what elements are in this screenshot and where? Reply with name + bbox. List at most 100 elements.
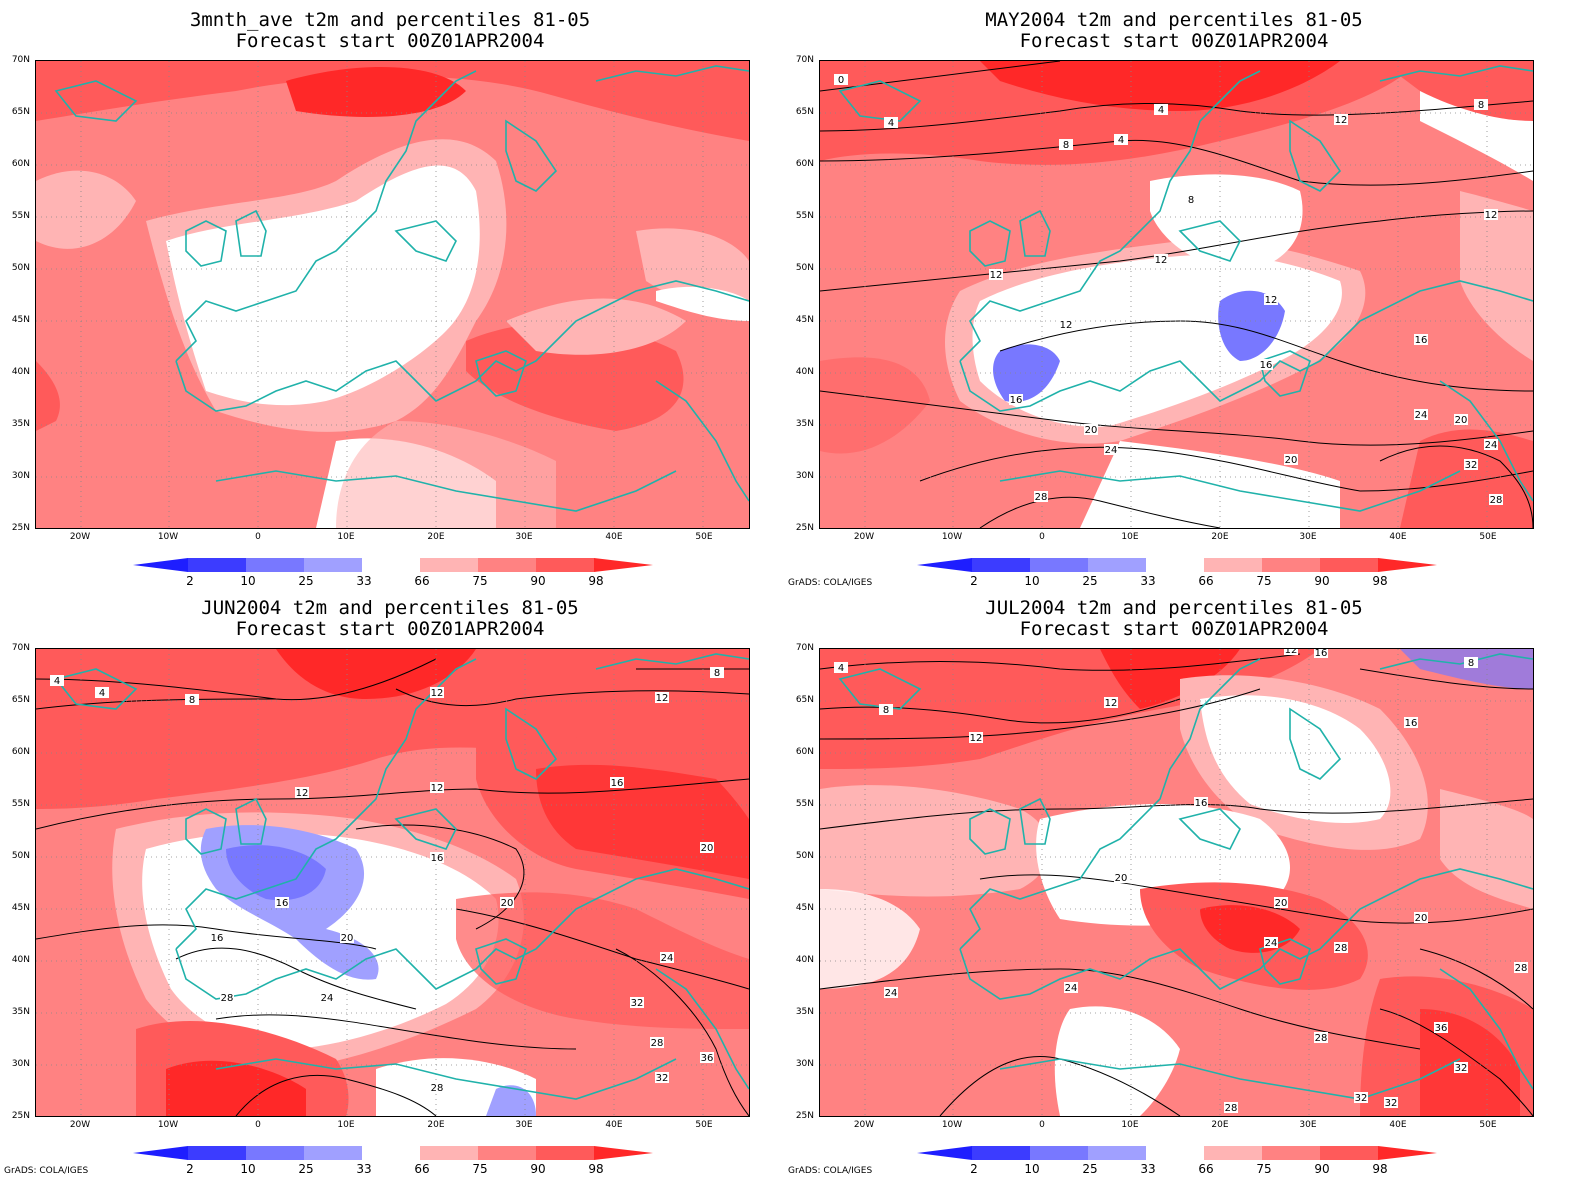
lat-label: 65N <box>795 107 814 117</box>
lat-label: 40N <box>795 955 814 965</box>
contour-label: 12 <box>1265 295 1278 306</box>
percentile-shading-map: 0 4 4 4 8 8 8 12 12 12 12 12 12 16 16 16 20 20 20 24 24 24 28 2… <box>820 61 1533 528</box>
lon-label: 30E <box>515 532 533 542</box>
colorbar-label: 2 <box>186 1162 194 1176</box>
contour-label-bg <box>710 667 724 678</box>
coastline <box>54 65 749 512</box>
lat-label: 40N <box>795 367 814 377</box>
contour-label: 16 <box>1260 360 1273 371</box>
lon-label: 20E <box>1211 1120 1229 1130</box>
lon-label: 50E <box>1479 532 1497 542</box>
contour-label-bg <box>655 692 669 703</box>
contour-label: 24 <box>1105 445 1118 456</box>
lat-label: 25N <box>795 1111 814 1121</box>
contour-label: 8 <box>1188 195 1194 206</box>
contour-label-bg <box>220 992 234 1003</box>
contour-label-bg <box>1464 459 1478 470</box>
colorbar-label: 10 <box>1024 574 1040 588</box>
map-plot-area: 0 4 4 4 8 8 8 12 12 12 12 12 12 16 16 16 20 20 20 24 24 24 28 2… <box>819 60 1534 529</box>
lon-label: 0 <box>1039 1120 1045 1130</box>
colorbar-label: 2 <box>186 574 194 588</box>
contour-label-bg <box>210 932 224 943</box>
contour-label: 20 <box>501 898 514 909</box>
lat-label: 30N <box>795 471 814 481</box>
contour-label: 8 <box>1468 658 1474 669</box>
lat-label: 60N <box>795 159 814 169</box>
contour-label-bg <box>1194 797 1208 808</box>
contour-label-bg <box>95 687 109 698</box>
panel-title-line1: 3mnth_ave t2m and percentiles 81-05 <box>189 9 591 31</box>
contour-label: 16 <box>1315 649 1328 659</box>
lat-label: 55N <box>11 211 30 221</box>
contour-label-bg <box>1104 444 1118 455</box>
contour-label-bg <box>1404 717 1418 728</box>
coastline <box>54 653 749 1100</box>
contour-label-bg <box>430 852 444 863</box>
lat-label: 45N <box>11 315 30 325</box>
lat-label: 35N <box>795 419 814 429</box>
contour-label: 28 <box>1315 1033 1328 1044</box>
contour-label-bg <box>1334 114 1348 125</box>
panel-title-line2: Forecast start 00Z01APR2004 <box>235 30 545 52</box>
contour-label-bg <box>430 687 444 698</box>
colorbar <box>917 558 1437 572</box>
contour-label: 4 <box>888 118 894 129</box>
lat-label: 45N <box>11 903 30 913</box>
contour-label: 32 <box>1355 1093 1368 1104</box>
lon-label: 10W <box>157 1120 179 1130</box>
lat-label: 65N <box>795 695 814 705</box>
colorbar-label: 25 <box>298 574 314 588</box>
lat-label: 50N <box>11 851 30 861</box>
colorbar-label: 98 <box>1372 1162 1388 1176</box>
contour-label-bg <box>834 74 848 85</box>
contour-label: 24 <box>1265 938 1278 949</box>
colorbar-label: 33 <box>1140 1162 1156 1176</box>
colorbar-label: 2 <box>970 574 978 588</box>
colorbar-label: 75 <box>1256 574 1272 588</box>
colorbar-label: 75 <box>1256 1162 1272 1176</box>
contour-label: 16 <box>276 898 289 909</box>
colorbar-label: 25 <box>1082 574 1098 588</box>
contour-label-bg <box>884 117 898 128</box>
contour-label-bg <box>1454 414 1468 425</box>
contour-label: 4 <box>54 676 60 687</box>
lat-label: 45N <box>795 903 814 913</box>
contour-label: 16 <box>1415 335 1428 346</box>
lon-label: 50E <box>695 532 713 542</box>
contour-label: 16 <box>431 853 444 864</box>
lon-label: 20E <box>1211 532 1229 542</box>
contour-label-bg <box>1034 491 1048 502</box>
contour-label: 12 <box>970 733 983 744</box>
colorbar-label: 2 <box>970 1162 978 1176</box>
contour-label-bg <box>1284 649 1298 655</box>
contour-label-bg <box>1464 657 1478 668</box>
contour-label-bg <box>1224 1102 1238 1113</box>
lon-label: 30E <box>515 1120 533 1130</box>
contour-label-bg <box>50 675 64 686</box>
contour-label-bg <box>1334 942 1348 953</box>
contour-label-bg <box>1259 359 1273 370</box>
contour-label: 12 <box>296 788 309 799</box>
contour-label-bg <box>1154 254 1168 265</box>
contour-label: 28 <box>1515 963 1528 974</box>
contour-label-bg <box>1064 982 1078 993</box>
lon-label: 20E <box>427 1120 445 1130</box>
contour-label: 8 <box>189 695 195 706</box>
colorbar-label: 33 <box>356 1162 372 1176</box>
contour-label-bg <box>1114 872 1128 883</box>
contour-label: 32 <box>656 1073 669 1084</box>
contour-label-bg <box>879 704 893 715</box>
contour-label-bg <box>700 842 714 853</box>
contour-label: 20 <box>1085 425 1098 436</box>
contour-label-bg <box>1009 394 1023 405</box>
lat-label: 35N <box>11 419 30 429</box>
contour-label-bg <box>1264 294 1278 305</box>
contour-label: 32 <box>631 998 644 1009</box>
contour-label: 20 <box>1115 873 1128 884</box>
map-plot-area: 4 8 8 12 12 12 16 16 16 20 20 20 24 24 24 28 28 28 32 32 36 3… <box>819 648 1534 1117</box>
colorbar-label: 75 <box>472 1162 488 1176</box>
contour-label-bg <box>1414 334 1428 345</box>
colorbar-label: 25 <box>1082 1162 1098 1176</box>
contour-label-bg <box>1059 139 1073 150</box>
lon-label: 30E <box>1299 532 1317 542</box>
